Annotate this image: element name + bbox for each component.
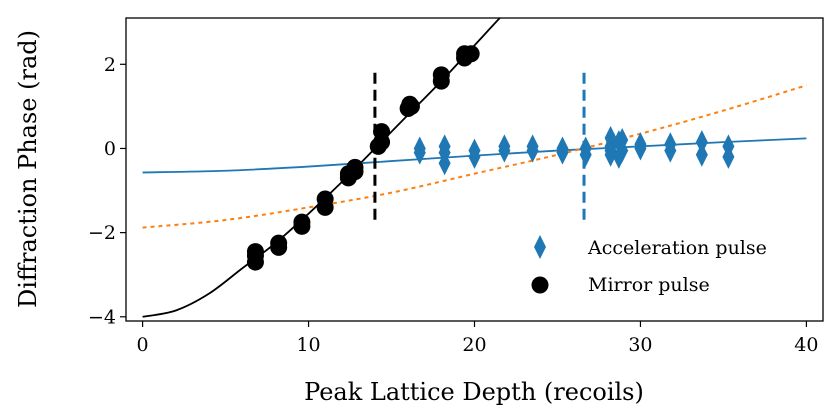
acceleration-pulse-point bbox=[616, 138, 629, 163]
mirror-pulse-point bbox=[373, 123, 391, 141]
mirror-pulse-point bbox=[462, 45, 480, 63]
acceleration-pulse-point bbox=[722, 144, 735, 169]
dashed-curve-line bbox=[142, 84, 807, 229]
x-tick-label: 10 bbox=[296, 334, 320, 356]
legend-marker-mirror-pulse bbox=[531, 276, 549, 294]
legend-marker-acceleration-pulse bbox=[534, 235, 546, 259]
y-tick-label: 2 bbox=[104, 54, 116, 76]
y-tick-label: −4 bbox=[88, 306, 116, 328]
x-tick-label: 40 bbox=[794, 334, 818, 356]
mirror-pulse-point bbox=[293, 217, 311, 235]
acceleration-pulse-point bbox=[604, 142, 617, 167]
x-tick-label: 20 bbox=[462, 334, 486, 356]
legend-label-mirror-pulse: Mirror pulse bbox=[588, 274, 710, 296]
acceleration-pulse-point bbox=[498, 138, 511, 163]
x-tick-label: 0 bbox=[137, 334, 149, 356]
x-axis-label: Peak Lattice Depth (recoils) bbox=[304, 378, 644, 406]
mirror-pulse-point bbox=[246, 253, 264, 271]
acceleration-pulse-point bbox=[664, 138, 677, 163]
acceleration-pulse-point bbox=[695, 130, 708, 155]
acceleration-pulse-point bbox=[579, 142, 592, 167]
mirror-pulse-fit-line bbox=[142, 18, 501, 318]
y-tick-label: 0 bbox=[104, 138, 116, 160]
mirror-pulse-point bbox=[316, 198, 334, 216]
acceleration-pulse-point bbox=[526, 138, 539, 163]
tick-marks-layer bbox=[120, 63, 808, 327]
mirror-pulse-point bbox=[346, 163, 364, 181]
points-layer bbox=[246, 45, 735, 271]
mirror-pulse-point bbox=[402, 97, 420, 115]
acceleration-pulse-point bbox=[634, 136, 647, 161]
acceleration-pulse-point bbox=[556, 140, 569, 165]
tick-labels-layer: 0 10 20 30 40 −4 −2 0 2 bbox=[88, 54, 819, 356]
mirror-pulse-point bbox=[432, 66, 450, 84]
legend: Acceleration pulse Mirror pulse bbox=[531, 235, 767, 296]
acceleration-pulse-point bbox=[468, 144, 481, 169]
y-axis-label: Diffraction Phase (rad) bbox=[14, 30, 42, 308]
x-tick-label: 30 bbox=[628, 334, 652, 356]
mirror-pulse-point bbox=[270, 238, 288, 256]
legend-label-acceleration-pulse: Acceleration pulse bbox=[587, 237, 767, 259]
plot-frame bbox=[125, 17, 824, 322]
acceleration-pulse-point bbox=[695, 142, 708, 167]
acceleration-pulse-point bbox=[413, 140, 426, 165]
acceleration-pulse-point bbox=[438, 151, 451, 176]
y-tick-label: −2 bbox=[88, 222, 116, 244]
